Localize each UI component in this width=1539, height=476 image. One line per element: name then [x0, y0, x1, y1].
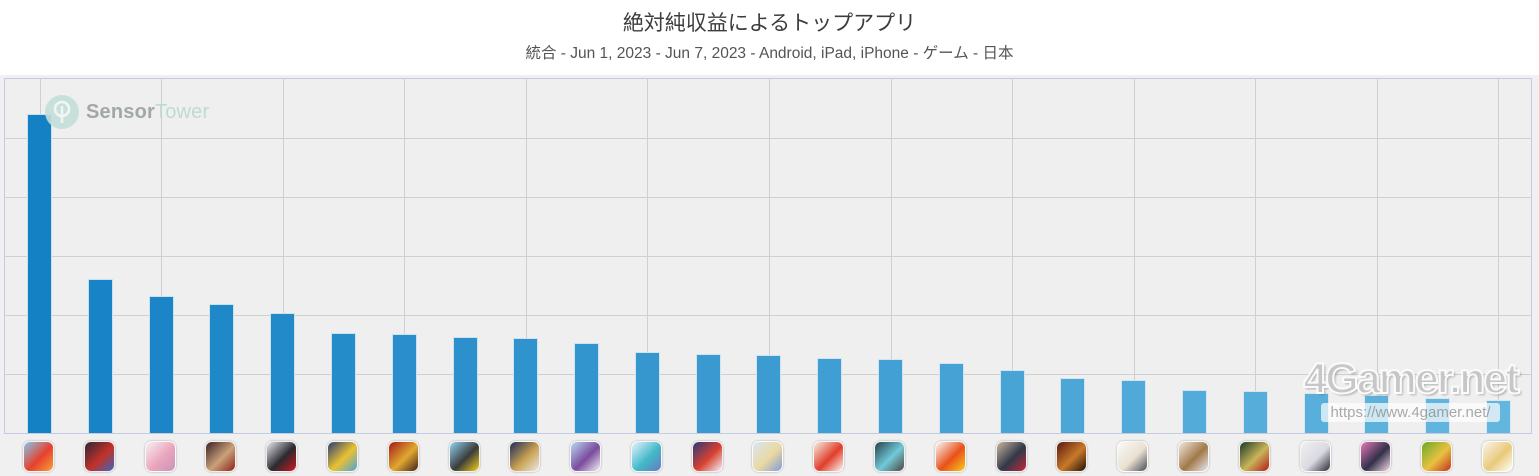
bar-rank-5[interactable] — [270, 313, 296, 433]
fourgamer-logo: 4Gamer.net — [1302, 355, 1520, 403]
bar-rank-17[interactable] — [999, 370, 1025, 433]
app-icon-rank-11[interactable] — [630, 441, 662, 472]
chart-subtitle: 統合 - Jun 1, 2023 - Jun 7, 2023 - Android… — [525, 45, 1014, 62]
horizontal-gridline — [5, 256, 1531, 257]
fourgamer-url: https://www.4gamer.net/ — [1321, 403, 1500, 422]
sensor-tower-wordmark: SensorTower — [86, 101, 209, 124]
app-icon-rank-13[interactable] — [752, 441, 784, 472]
bar-rank-19[interactable] — [1121, 380, 1147, 433]
vertical-gridline — [890, 79, 892, 433]
bar-rank-8[interactable] — [452, 337, 478, 433]
vertical-gridline — [1012, 79, 1014, 433]
app-icon-rank-5[interactable] — [266, 441, 298, 472]
bar-rank-11[interactable] — [634, 351, 660, 433]
app-icon-rank-8[interactable] — [448, 441, 480, 472]
vertical-gridline — [1255, 79, 1257, 433]
app-icon-rank-9[interactable] — [509, 441, 541, 472]
app-icon-rank-17[interactable] — [995, 441, 1027, 472]
sensor-tower-wordmark-bold: Sensor — [86, 100, 156, 123]
bar-rank-22[interactable] — [1303, 392, 1329, 433]
app-icon-rank-25[interactable] — [1481, 441, 1513, 472]
app-icon-rank-20[interactable] — [1178, 441, 1209, 472]
vertical-gridline — [404, 79, 406, 433]
vertical-gridline — [282, 79, 284, 433]
bar-rank-20[interactable] — [1182, 390, 1207, 433]
app-icon-rank-7[interactable] — [387, 441, 419, 472]
bar-rank-4[interactable] — [209, 304, 235, 433]
bar-rank-12[interactable] — [695, 354, 721, 433]
horizontal-gridline — [5, 138, 1531, 139]
app-icon-rank-14[interactable] — [813, 441, 845, 472]
vertical-gridline — [768, 79, 770, 433]
app-icon-rank-4[interactable] — [205, 441, 237, 472]
app-icon-rank-2[interactable] — [83, 441, 115, 472]
app-icon-rank-16[interactable] — [934, 441, 966, 472]
app-icon-rank-1[interactable] — [23, 441, 54, 472]
vertical-gridline — [161, 79, 163, 433]
vertical-gridline — [1498, 79, 1500, 433]
app-icon-rank-21[interactable] — [1238, 441, 1270, 472]
app-icon-rank-12[interactable] — [691, 441, 723, 472]
app-icon-rank-23[interactable] — [1360, 441, 1392, 472]
app-icon-rank-18[interactable] — [1056, 441, 1088, 472]
app-icon-rank-3[interactable] — [144, 441, 176, 472]
bar-rank-7[interactable] — [391, 333, 417, 433]
chart-title: 絶対純収益によるトップアプリ — [622, 12, 917, 35]
vertical-gridline — [647, 79, 649, 433]
sensor-tower-watermark: SensorTower — [44, 94, 209, 130]
app-icon-rank-19[interactable] — [1117, 441, 1149, 472]
bar-rank-18[interactable] — [1060, 378, 1086, 433]
app-icon-rank-10[interactable] — [570, 441, 602, 472]
bar-rank-21[interactable] — [1242, 391, 1268, 433]
bar-rank-13[interactable] — [756, 355, 782, 433]
bar-rank-3[interactable] — [148, 296, 174, 433]
vertical-gridline — [525, 79, 527, 433]
bar-rank-2[interactable] — [87, 279, 113, 433]
bar-rank-1[interactable] — [27, 113, 52, 433]
bar-rank-10[interactable] — [574, 342, 600, 433]
sensor-tower-logo-icon — [45, 95, 79, 129]
bar-rank-6[interactable] — [330, 332, 356, 433]
app-icon-rank-22[interactable] — [1299, 441, 1331, 472]
bar-rank-14[interactable] — [817, 357, 843, 433]
vertical-gridline — [1133, 79, 1135, 433]
app-icon-rank-15[interactable] — [874, 441, 906, 472]
bar-rank-9[interactable] — [513, 338, 539, 433]
app-icon-rank-24[interactable] — [1421, 441, 1453, 472]
vertical-gridline — [1376, 79, 1378, 433]
app-icon-rank-6[interactable] — [326, 441, 358, 472]
horizontal-gridline — [5, 197, 1531, 198]
plot-area — [4, 78, 1532, 434]
bar-rank-16[interactable] — [938, 363, 964, 433]
horizontal-gridline — [5, 315, 1531, 316]
bar-rank-15[interactable] — [878, 358, 904, 433]
sensor-tower-wordmark-light: Tower — [155, 100, 210, 123]
fourgamer-watermark: 4Gamer.net https://www.4gamer.net/ — [1288, 355, 1533, 422]
